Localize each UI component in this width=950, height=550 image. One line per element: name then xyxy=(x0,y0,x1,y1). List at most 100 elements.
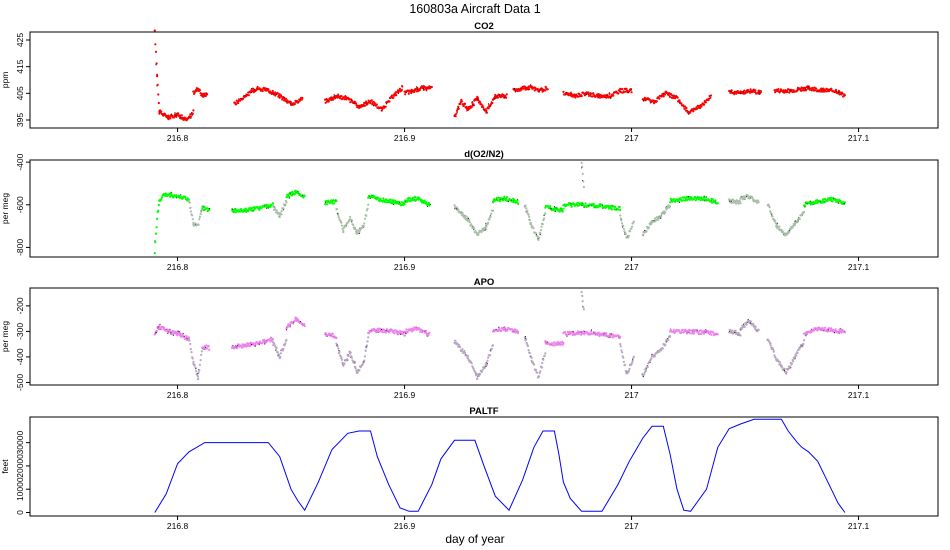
data-point xyxy=(284,342,287,345)
data-point xyxy=(664,211,667,214)
data-point xyxy=(617,92,620,95)
data-point xyxy=(179,334,182,337)
data-point xyxy=(733,92,736,95)
data-point xyxy=(363,222,366,225)
data-point xyxy=(581,172,584,175)
data-point xyxy=(489,349,492,352)
data-segment xyxy=(201,344,211,351)
data-point-shadow xyxy=(488,103,490,105)
data-point xyxy=(533,363,536,366)
data-point xyxy=(614,205,617,209)
data-point xyxy=(164,194,167,197)
data-point-shadow xyxy=(232,209,234,211)
data-point xyxy=(156,75,159,78)
data-point xyxy=(302,196,305,199)
data-point xyxy=(703,103,706,106)
data-point xyxy=(369,102,372,105)
data-point xyxy=(462,104,465,107)
data-segment xyxy=(544,340,565,347)
data-point xyxy=(528,219,531,222)
data-point-shadow xyxy=(422,87,424,89)
plot-frame xyxy=(29,159,939,258)
data-point xyxy=(660,215,663,218)
data-point xyxy=(527,349,530,352)
data-point xyxy=(275,209,278,212)
y-tick-label: 30000 xyxy=(15,431,25,455)
data-point xyxy=(538,375,541,378)
data-point xyxy=(689,332,692,335)
data-point xyxy=(682,199,685,202)
data-point xyxy=(200,350,203,353)
data-point xyxy=(498,200,502,203)
data-point xyxy=(745,323,748,326)
data-point xyxy=(245,210,248,213)
data-point xyxy=(621,88,624,91)
data-point xyxy=(335,336,338,340)
data-point xyxy=(247,94,250,97)
data-point xyxy=(500,329,503,332)
data-point xyxy=(653,217,657,220)
data-point xyxy=(647,226,651,229)
data-point xyxy=(632,220,635,223)
data-point xyxy=(358,369,361,372)
data-point xyxy=(739,202,742,205)
data-point xyxy=(463,102,467,105)
data-point-shadow xyxy=(642,376,644,378)
data-point xyxy=(425,201,428,204)
data-point xyxy=(271,89,274,93)
data-point xyxy=(536,87,539,90)
data-point xyxy=(778,361,782,364)
data-point xyxy=(796,221,799,224)
data-point xyxy=(731,329,734,332)
data-point xyxy=(349,101,352,104)
data-point xyxy=(156,83,159,86)
data-point xyxy=(337,213,340,217)
data-segment xyxy=(367,194,406,207)
data-segment xyxy=(153,191,190,255)
data-segment xyxy=(492,326,520,335)
data-point xyxy=(347,220,350,223)
data-point xyxy=(709,94,713,97)
data-point xyxy=(743,89,746,92)
data-segment xyxy=(285,316,306,331)
apo-panel: APO 216.8 216.9 217 217.1 -200 -300 -400 -500 per… xyxy=(0,277,939,400)
data-point xyxy=(755,201,759,204)
data-point xyxy=(198,215,201,218)
o2n2-panel: d(O2/N2) 216.8 216.9 217 217.1 -400 -600 -800 pe… xyxy=(0,149,939,272)
co2-panel: CO2 216.8 216.9 217 217.1 395 405 415 425 ppm xyxy=(0,21,939,143)
data-point xyxy=(546,88,549,91)
data-point-shadow xyxy=(565,92,568,94)
data-point xyxy=(337,216,340,219)
data-point xyxy=(646,225,649,228)
data-point xyxy=(420,328,423,331)
data-point xyxy=(184,195,187,199)
y-tick-label: -200 xyxy=(15,297,25,314)
data-point xyxy=(197,371,200,374)
data-point xyxy=(594,204,597,207)
data-point xyxy=(335,342,338,345)
figure-title: 160803a Aircraft Data 1 xyxy=(409,2,540,16)
data-point xyxy=(840,331,843,334)
data-point xyxy=(362,225,365,228)
data-point xyxy=(772,348,775,351)
data-point xyxy=(749,320,752,323)
data-point-shadow xyxy=(834,332,836,334)
data-point xyxy=(802,342,805,346)
data-point xyxy=(630,225,634,228)
data-point xyxy=(352,360,355,363)
data-point-shadow xyxy=(167,332,169,334)
data-segment xyxy=(230,336,274,350)
data-point xyxy=(169,117,172,120)
data-point xyxy=(582,308,586,311)
data-point xyxy=(466,216,469,219)
data-segment xyxy=(728,198,742,205)
data-point xyxy=(804,204,807,207)
data-point xyxy=(771,215,774,218)
data-point xyxy=(471,101,474,104)
data-segment xyxy=(739,319,760,333)
data-segment xyxy=(367,327,406,337)
data-point xyxy=(157,93,160,96)
data-point xyxy=(399,330,402,333)
data-point xyxy=(367,336,370,339)
data-point xyxy=(331,332,334,335)
